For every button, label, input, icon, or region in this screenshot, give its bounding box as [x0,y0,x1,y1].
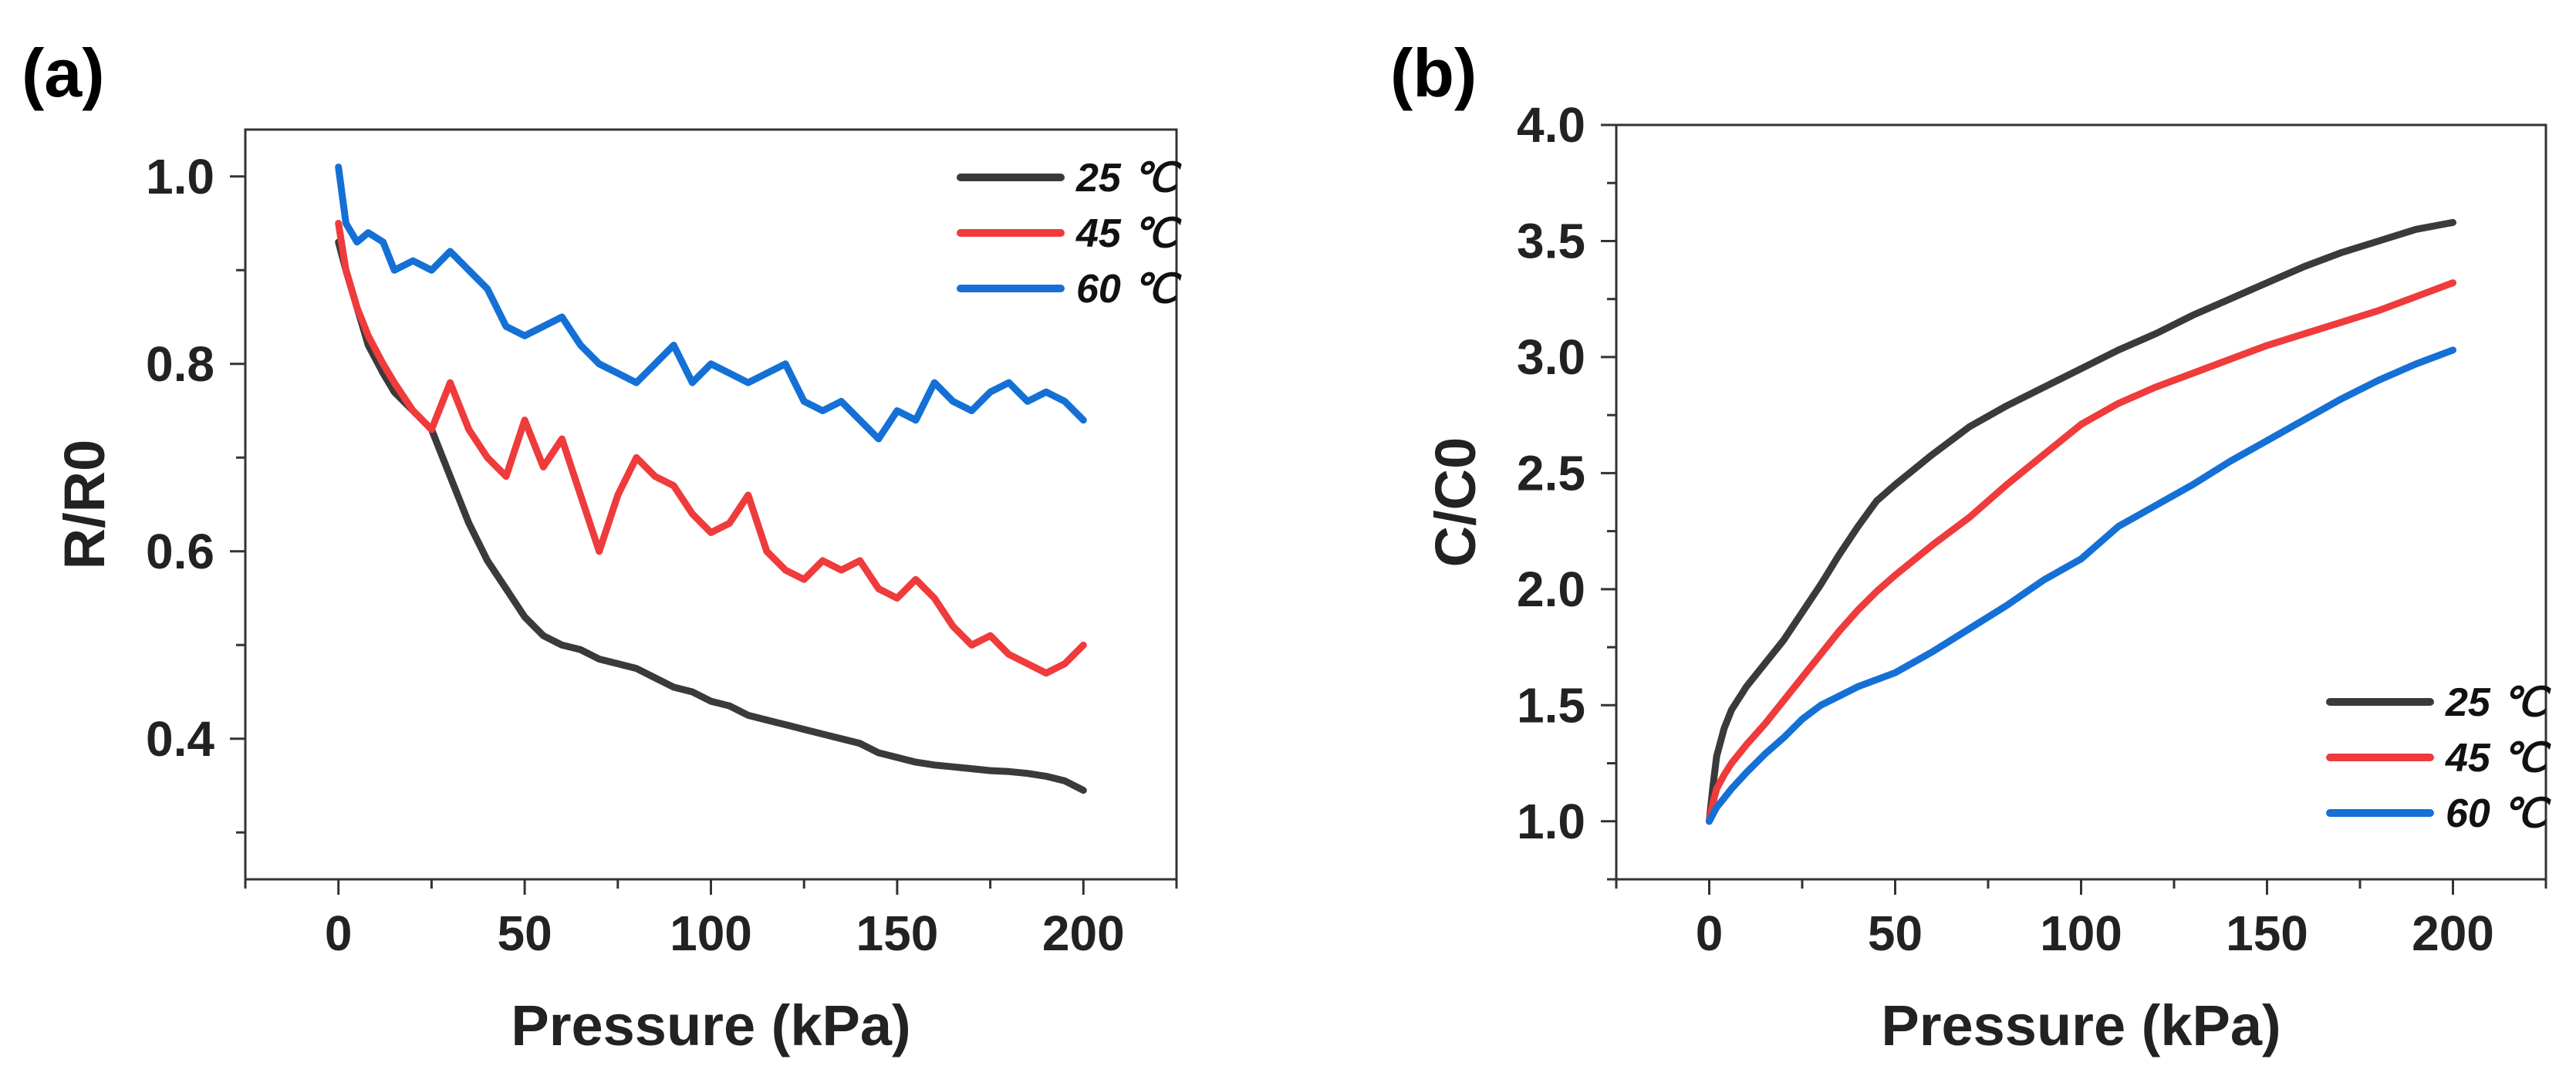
panel-label: (a) [22,35,105,111]
x-tick-label: 150 [2226,906,2308,961]
x-tick-label: 150 [856,906,939,961]
y-axis-title: R/R0 [52,440,116,570]
y-tick-label: 2.0 [1517,562,1585,617]
legend-label: 25 ℃ [2445,680,2551,725]
y-tick-label: 1.0 [1517,794,1585,849]
legend-label: 25 ℃ [1075,156,1182,201]
x-tick-label: 100 [2040,906,2122,961]
panel-a: (a) 0 50 100 150 200 0.4 0.6 0.8 1.0 Pressure (kPa… [22,35,1182,1057]
panel-b: (b) 0 50 100 150 200 1.0 1.5 2.0 2.5 3.0 3.5 4.0 Pres… [1390,35,2551,1057]
y-tick-label: 2.5 [1517,445,1585,501]
x-tick-label: 0 [325,906,353,961]
x-tick-label: 50 [498,906,552,961]
legend-label: 60 ℃ [1076,267,1182,312]
x-tick-label: 0 [1696,906,1724,961]
y-tick-label: 0.6 [146,524,214,579]
series-line-45c [335,220,1087,677]
legend-label: 45 ℃ [1075,211,1182,256]
legend-label: 60 ℃ [2446,791,2551,836]
y-axis-title: C/C0 [1423,437,1487,568]
x-axis-title: Pressure (kPa) [1881,993,2281,1057]
y-tick-label: 3.5 [1517,213,1585,268]
y-tick-label: 0.4 [146,711,214,767]
y-tick-label: 3.0 [1517,329,1585,385]
y-tick-label: 1.0 [146,149,214,204]
series-line-25c [1706,218,2456,825]
x-tick-label: 50 [1868,906,1923,961]
series-line-60c [1706,346,2456,825]
x-tick-label: 200 [2412,906,2494,961]
series-line-60c [335,164,1087,443]
x-axis-title: Pressure (kPa) [511,993,910,1057]
panel-label: (b) [1390,35,1477,111]
y-tick-label: 4.0 [1517,97,1585,153]
series-line-25c [335,238,1087,794]
series-line-45c [1706,279,2456,825]
x-tick-label: 100 [670,906,752,961]
y-tick-label: 1.5 [1517,677,1585,733]
x-tick-label: 200 [1042,906,1125,961]
legend-label: 45 ℃ [2445,736,2551,781]
y-tick-label: 0.8 [146,336,214,392]
